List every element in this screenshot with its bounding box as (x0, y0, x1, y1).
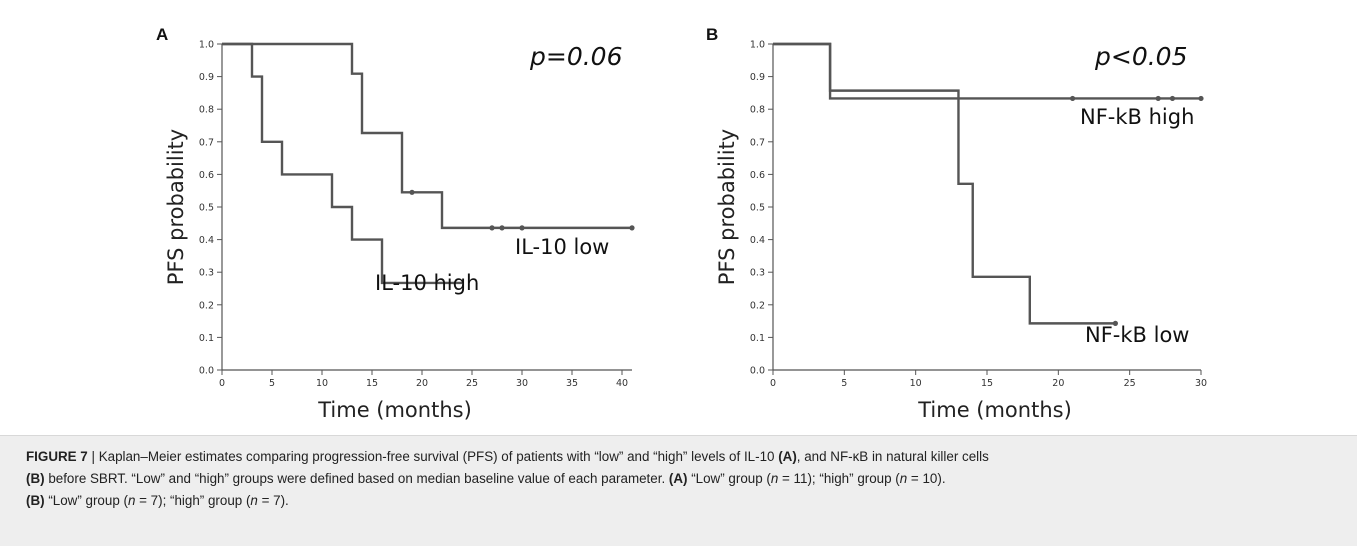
censor-mark (519, 225, 525, 231)
panel-a-series-label-high: IL-10 high (375, 271, 479, 295)
censor-mark (489, 225, 495, 231)
y-tick-label: 0.5 (750, 203, 765, 214)
y-tick-label: 0.6 (750, 170, 765, 181)
caption-separator: | (87, 449, 99, 464)
x-tick-label: 40 (616, 378, 628, 389)
censor-mark (499, 225, 505, 231)
x-tick-label: 30 (1195, 378, 1207, 389)
censor-mark (1169, 95, 1176, 102)
y-tick-label: 0.8 (750, 105, 765, 116)
panel-b-p-value: p<0.05 (1094, 42, 1187, 71)
caption-n-2: n (899, 471, 908, 486)
caption-ref-b2: (B) (26, 493, 45, 508)
y-tick-label: 0.6 (199, 170, 214, 181)
y-tick-label: 0.0 (750, 366, 765, 377)
x-tick-label: 20 (1052, 378, 1064, 389)
figure-label: FIGURE 7 (26, 449, 88, 464)
panel-a-letter: A (156, 25, 168, 44)
caption-text-5: = 11); “high” group ( (778, 471, 900, 486)
y-tick-label: 0.9 (199, 72, 214, 83)
x-tick-label: 0 (770, 378, 776, 389)
caption-text-9: = 7). (257, 493, 289, 508)
panel-a-y-ticks: 0.0 0.1 0.2 0.3 0.4 0.5 0.6 0.7 0.8 0.9 1.0 (199, 40, 222, 377)
x-tick-label: 10 (910, 378, 922, 389)
y-tick-label: 0.3 (199, 268, 214, 279)
panel-a-series-label-low: IL-10 low (515, 235, 609, 259)
caption-text-3: before SBRT. “Low” and “high” groups wer… (44, 471, 669, 486)
y-tick-label: 0.7 (199, 137, 214, 148)
panel-b-x-ticks: 0 5 10 15 20 25 30 (770, 370, 1207, 389)
panel-a-y-axis-title: PFS probability (164, 129, 188, 285)
x-tick-label: 10 (316, 378, 328, 389)
panel-a-x-ticks: 0 5 10 15 20 25 30 35 40 (219, 370, 628, 389)
x-tick-label: 20 (416, 378, 428, 389)
caption-text-1: Kaplan–Meier estimates comparing progres… (98, 449, 779, 464)
y-tick-label: 0.5 (199, 203, 214, 214)
x-tick-label: 25 (1124, 378, 1136, 389)
caption-text-2: , and NF-κB in natural killer cells (796, 449, 989, 464)
panel-b-x-axis-title: Time (months) (917, 398, 1072, 422)
caption-text-4: “Low” group ( (687, 471, 771, 486)
panel-b-letter: B (706, 25, 718, 44)
series-line-0 (222, 42, 632, 230)
panel-a-chart: A p=0.06 0.0 0.1 0.2 0.3 0.4 0.5 0.6 0.7 0.8 0.9 1… (156, 25, 635, 422)
censor-mark (629, 225, 635, 231)
caption-n-4: n (250, 493, 258, 508)
caption-n-3: n (127, 493, 136, 508)
panel-b-y-axis-title: PFS probability (715, 129, 739, 285)
y-tick-label: 0.9 (750, 72, 765, 83)
caption-ref-b: (B) (26, 471, 45, 486)
y-tick-label: 0.4 (199, 235, 214, 246)
y-tick-label: 0.2 (750, 300, 765, 311)
censor-mark (1155, 95, 1161, 102)
y-tick-label: 0.4 (750, 235, 765, 246)
y-tick-label: 0.2 (199, 300, 214, 311)
censor-mark (1070, 95, 1076, 102)
panel-a-x-axis-title: Time (months) (317, 398, 472, 422)
censor-mark (409, 189, 415, 195)
panel-a-p-value: p=0.06 (529, 42, 622, 71)
y-tick-label: 0.3 (750, 268, 765, 279)
panel-b-chart: B p<0.05 0.0 0.1 0.2 0.3 0.4 0.5 0.6 0.7 0.8 0.9 1… (706, 25, 1207, 422)
y-tick-label: 0.8 (199, 105, 214, 116)
y-tick-label: 0.1 (750, 333, 765, 344)
y-tick-label: 1.0 (750, 40, 765, 51)
series-line-1 (773, 42, 1116, 325)
y-tick-label: 0.1 (199, 333, 214, 344)
caption-n-1: n (770, 471, 779, 486)
x-tick-label: 5 (841, 378, 847, 389)
caption-ref-a2: (A) (668, 471, 688, 486)
panel-b-series (773, 42, 1204, 326)
caption-text-6: = 10). (907, 471, 946, 486)
caption-text-8: = 7); “high” group ( (135, 493, 251, 508)
x-tick-label: 35 (566, 378, 578, 389)
x-tick-label: 30 (516, 378, 528, 389)
figure-caption: FIGURE 7 | Kaplan–Meier estimates compar… (0, 435, 1357, 546)
censor-mark (1198, 95, 1204, 102)
y-tick-label: 0.7 (750, 137, 765, 148)
panel-b-y-ticks: 0.0 0.1 0.2 0.3 0.4 0.5 0.6 0.7 0.8 0.9 1.0 (750, 40, 773, 377)
x-tick-label: 0 (219, 378, 225, 389)
x-tick-label: 5 (269, 378, 275, 389)
caption-ref-a: (A) (778, 449, 797, 464)
x-tick-label: 15 (981, 378, 993, 389)
series-line-1 (222, 42, 462, 285)
x-tick-label: 15 (366, 378, 378, 389)
panel-b-series-label-low: NF-kB low (1085, 323, 1189, 347)
censor-mark (1112, 320, 1118, 326)
y-tick-label: 0.0 (199, 366, 214, 377)
x-tick-label: 25 (466, 378, 478, 389)
panel-a-series (222, 42, 635, 285)
y-tick-label: 1.0 (199, 40, 214, 51)
panel-b-series-label-high: NF-kB high (1080, 105, 1194, 129)
caption-text-7: “Low” group ( (44, 493, 128, 508)
